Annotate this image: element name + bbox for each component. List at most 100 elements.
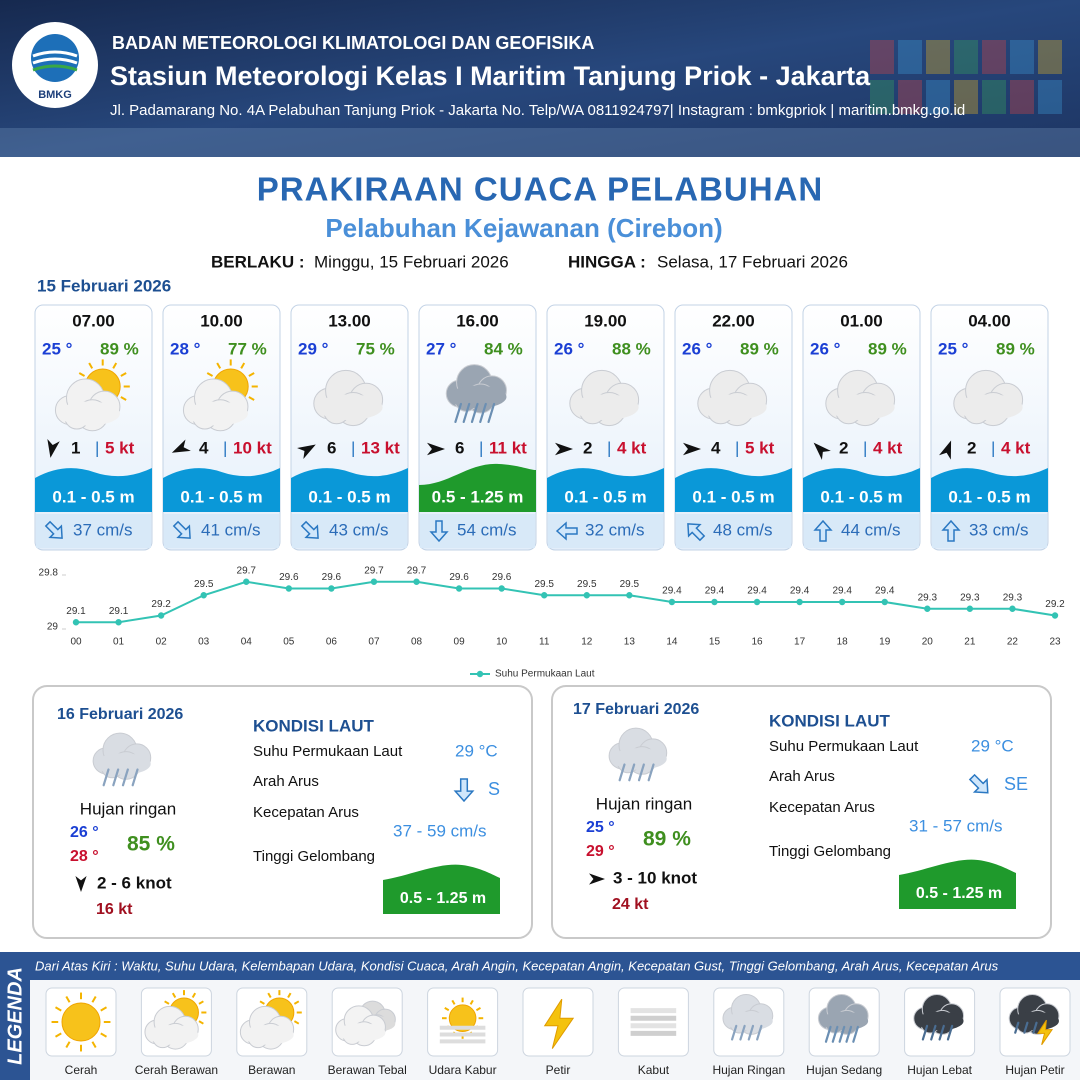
card-temperature: 25 ° [42, 339, 73, 358]
card-wind: 1 [71, 438, 80, 457]
card-gust: 4 kt [873, 438, 903, 457]
card-gust: 10 kt [233, 438, 272, 457]
header-background [0, 0, 1080, 157]
x-tick-label: 05 [283, 637, 295, 648]
card-wind: 2 [839, 438, 848, 457]
wave-area [419, 463, 536, 512]
cloud-body [448, 385, 507, 409]
header-skyline [870, 80, 894, 114]
wind-arrow [683, 442, 701, 456]
card-wave: 0.1 - 0.5 m [308, 487, 390, 506]
cloud-body [146, 1024, 199, 1045]
sun-ray [65, 1041, 71, 1049]
card-separator: | [735, 438, 739, 457]
card-gust: 5 kt [105, 438, 135, 457]
sst-value-label: 29.5 [620, 579, 640, 590]
cloud-icon [722, 993, 774, 1035]
legend-title: LEGENDA [4, 967, 26, 1065]
wave-area [291, 468, 408, 512]
sea-heading: KONDISI LAUT [253, 716, 375, 735]
sst-point [328, 585, 335, 592]
cloud-icon [569, 369, 640, 427]
card-time: 13.00 [328, 311, 371, 330]
rain-streak [470, 402, 479, 424]
sst-point [200, 592, 207, 599]
rain-streak [838, 1025, 846, 1043]
card-wave: 0.1 - 0.5 m [820, 487, 902, 506]
header-skyline [982, 80, 1006, 114]
rain-streak [1032, 1021, 1038, 1034]
card-wave: 0.1 - 0.5 m [564, 487, 646, 506]
sst-point [370, 578, 378, 585]
card-wave: 0.1 - 0.5 m [180, 487, 262, 506]
card-gust: 4 kt [617, 438, 647, 457]
current-arrow [429, 520, 449, 543]
wind-arrow [171, 439, 191, 453]
day-date: 16 Februari 2026 [57, 706, 183, 723]
header-skyline [1010, 80, 1034, 114]
day-gust: 24 kt [612, 896, 649, 913]
current-arrow [813, 519, 833, 542]
wave-area [675, 468, 792, 512]
day-condition: Hujan ringan [80, 799, 176, 818]
sst-value-label: 29.4 [705, 586, 725, 597]
sst-point [924, 605, 931, 612]
sun-ray [451, 999, 456, 1005]
day-temp-min: 26 ° [70, 824, 99, 841]
legend-item-label: Berawan Tebal [328, 1063, 407, 1077]
cloud-body [611, 748, 667, 770]
sun-ray [287, 992, 292, 998]
sst-value-label: 29.2 [1045, 599, 1065, 610]
current-arrow [172, 520, 191, 539]
cloud-body [956, 394, 1023, 421]
x-tick-label: 04 [241, 637, 253, 648]
current-arrow [941, 519, 961, 542]
sun-disc [448, 1004, 477, 1033]
rain-streak [1023, 1021, 1029, 1034]
header-skyline [898, 80, 922, 114]
page-title: PRAKIRAAN CUACA PELABUHAN [257, 171, 823, 208]
sun-ray [240, 362, 246, 369]
valid-from: Minggu, 15 Februari 2026 [314, 252, 509, 271]
sea-wave: 0.5 - 1.25 m [400, 890, 486, 907]
rain-streak [487, 402, 496, 424]
wave-area [931, 468, 1048, 512]
sst-value-label: 29.1 [66, 606, 86, 617]
card-humidity: 89 % [100, 339, 139, 358]
card-separator: | [607, 438, 611, 457]
sun-ray [164, 1000, 170, 1005]
card-humidity: 75 % [356, 339, 395, 358]
cloud-icon [445, 364, 507, 414]
sst-point [1051, 612, 1059, 619]
legend-item-label: Udara Kabur [429, 1063, 497, 1077]
y-tick-label: 29 [47, 622, 59, 633]
wind-arrow [427, 442, 445, 456]
sun-ray [112, 362, 118, 369]
sst-value-label: 29.4 [790, 586, 810, 597]
rain-streak [1014, 1021, 1020, 1034]
wind-arrow [813, 442, 831, 460]
cloud-body [95, 753, 151, 775]
x-tick-label: 22 [1007, 637, 1019, 648]
sst-value-label: 29.5 [534, 579, 554, 590]
card-separator: | [991, 438, 995, 457]
wind-arrow [555, 442, 573, 456]
header-skyline [954, 80, 978, 114]
rain-streak [852, 1025, 859, 1043]
sun-icon [51, 992, 111, 1052]
sea-speed: 31 - 57 cm/s [909, 816, 1003, 835]
rain-streak [921, 1024, 929, 1041]
sst-line [76, 580, 1056, 624]
x-tick-label: 11 [539, 637, 550, 648]
wind-arrow [297, 444, 316, 459]
x-tick-label: 02 [156, 637, 168, 648]
sun-ray [293, 1020, 300, 1025]
page-subtitle: Pelabuhan Kejawanan (Cirebon) [325, 213, 722, 243]
sst-point [541, 592, 548, 599]
rain-streak [618, 763, 626, 782]
sun-ray [120, 396, 127, 401]
card-current: 33 cm/s [969, 520, 1029, 539]
x-tick-label: 20 [922, 637, 934, 648]
